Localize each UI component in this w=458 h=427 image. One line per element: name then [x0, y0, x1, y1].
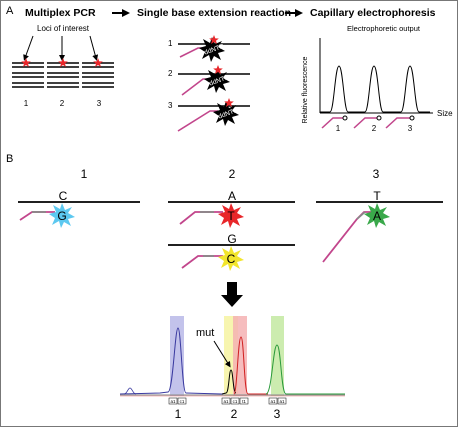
step2-title: Single base extension reaction — [137, 7, 291, 19]
incorporated-base-4: A — [373, 209, 381, 223]
bin-label-5: t1 — [242, 399, 246, 404]
template-base-3: G — [227, 232, 236, 246]
trace-number-1: 1 — [175, 407, 182, 421]
incorporated-base-3: C — [227, 252, 236, 266]
template-base-2: A — [228, 189, 236, 203]
extension-1: 1 ddNTP — [168, 35, 250, 62]
panel-b-label: B — [6, 153, 13, 165]
pcr-products-2 — [47, 62, 79, 88]
trace-mut-black — [221, 369, 237, 395]
trace-number-2: 2 — [231, 407, 238, 421]
incorporated-base-2: T — [227, 209, 235, 223]
peak-number-3: 3 — [408, 124, 413, 133]
panel-a-label: A — [6, 5, 14, 17]
pcr-products-3 — [82, 62, 114, 88]
panel-b: B 1 2 3 C G A T G C — [6, 153, 443, 421]
step1-title: Multiplex PCR — [25, 7, 96, 19]
electro-trace — [320, 65, 430, 113]
mut-arrow — [213, 340, 231, 368]
flow-arrow-1 — [112, 9, 130, 17]
trace-number-3: 3 — [274, 407, 281, 421]
trace-small-bump — [123, 387, 137, 395]
panel-a: A Multiplex PCR Single base extension re… — [6, 5, 453, 133]
sbe-locus-2b: G C — [168, 232, 295, 271]
locus-star-2 — [58, 58, 68, 67]
down-arrow-icon — [221, 282, 243, 307]
mut-label: mut — [196, 327, 214, 339]
highlight-red — [233, 316, 247, 396]
ext-number-1: 1 — [168, 39, 173, 48]
loci-arrow-3 — [89, 35, 99, 61]
bin-label-4: c1 — [233, 399, 238, 404]
bin-label-2: c1 — [180, 399, 185, 404]
trace-green — [265, 344, 345, 395]
ext-number-2: 2 — [168, 69, 173, 78]
bin-label-7: a1 — [279, 399, 285, 404]
loci-arrow-1 — [23, 35, 34, 61]
electropherogram: mut a1 c1 a1 c1 t1 a1 a1 1 2 3 — [119, 316, 345, 421]
extension-2: 2 ddNTP — [168, 65, 250, 96]
sbe-locus-2a: A T — [168, 189, 295, 228]
pcr-products-1 — [12, 62, 44, 88]
locus-star-3 — [93, 58, 103, 67]
electro-y-label: Relative fluorescence — [302, 56, 309, 123]
bin-label-3: a1 — [223, 399, 229, 404]
electro-primers — [321, 115, 415, 129]
peak-number-1: 1 — [336, 124, 341, 133]
bin-label-1: a1 — [170, 399, 176, 404]
template-base-1: C — [59, 189, 68, 203]
electro-title: Electrophoretic output — [347, 24, 421, 33]
locus-number-1: 1 — [24, 99, 29, 108]
bin-label-6: a1 — [270, 399, 276, 404]
bin-labels: a1 c1 a1 c1 t1 a1 a1 — [168, 397, 287, 405]
step3-title: Capillary electrophoresis — [310, 7, 436, 19]
col-number-2: 2 — [229, 167, 236, 181]
flow-arrow-2 — [285, 9, 303, 17]
locus-number-2: 2 — [60, 99, 65, 108]
highlight-blue — [170, 316, 184, 396]
highlight-green — [271, 316, 284, 396]
incorporated-base-1: G — [57, 209, 66, 223]
ext-number-3: 3 — [168, 101, 173, 110]
locus-number-3: 3 — [97, 99, 102, 108]
col-number-3: 3 — [373, 167, 380, 181]
sbe-locus-3: T A — [316, 189, 443, 263]
trace-blue — [119, 327, 223, 395]
y-label-text: Relative fluorescence — [302, 56, 309, 123]
trace-mut-red — [233, 336, 268, 395]
electro-x-label: Size — [437, 109, 453, 118]
col-number-1: 1 — [81, 167, 88, 181]
locus-star-1 — [21, 58, 31, 67]
sbe-locus-1: C G — [18, 189, 140, 228]
template-base-4: T — [373, 189, 381, 203]
extension-3: 3 ddNTP — [168, 98, 250, 132]
peak-number-2: 2 — [372, 124, 377, 133]
loci-of-interest-label: Loci of interest — [37, 24, 90, 33]
